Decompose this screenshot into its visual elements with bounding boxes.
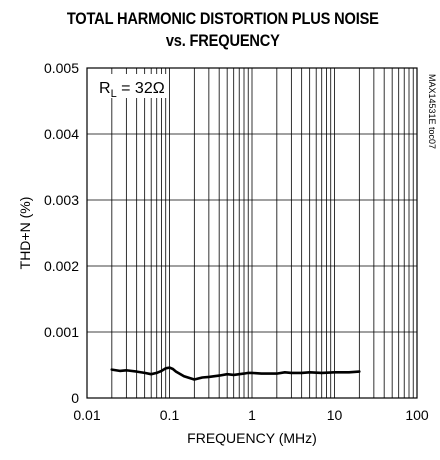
y-tick-label: 0.004: [44, 126, 79, 142]
thd-n-series-line: [110, 366, 361, 381]
x-tick-label: 100: [405, 407, 429, 423]
tick-labels: 0.01 0.1 1 10 100 0 0.001 0.002 0.003 0.004 0.005: [44, 60, 429, 423]
x-axis-label: FREQUENCY (MHz): [187, 430, 317, 446]
x-tick-label: 0.1: [160, 407, 180, 423]
y-tick-label: 0.001: [44, 324, 79, 340]
load-resistance-annotation: RL = 32Ω: [99, 80, 165, 100]
y-tick-label: 0.003: [44, 192, 79, 208]
grid: [87, 68, 417, 398]
series-layer: [110, 366, 361, 381]
x-tick-label: 10: [327, 407, 343, 423]
chart-title-line-1: TOTAL HARMONIC DISTORTION PLUS NOISE: [66, 9, 379, 28]
watermark-text: MAX14531E toc07: [427, 74, 437, 149]
y-tick-label: 0: [71, 390, 79, 406]
plot-frame: [86, 67, 418, 399]
x-tick-label: 1: [248, 407, 256, 423]
y-tick-label: 0.002: [44, 258, 79, 274]
x-tick-label: 0.01: [73, 407, 100, 423]
y-axis-label: THD+N (%): [17, 197, 33, 270]
annotation-box: [95, 74, 169, 98]
chart-title-line-2: vs. FREQUENCY: [165, 31, 280, 50]
y-tick-label: 0.005: [44, 60, 79, 76]
